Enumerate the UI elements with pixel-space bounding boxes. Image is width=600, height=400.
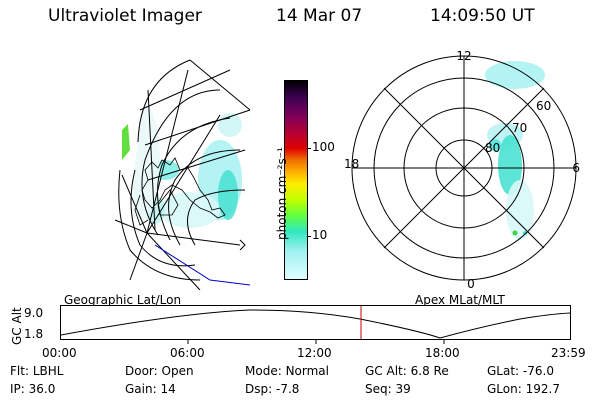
mlt-label-18: 18	[344, 157, 359, 171]
mlt-label-6: 6	[572, 161, 580, 175]
mlat-label-60: 60	[536, 99, 551, 113]
time-tick-2359: 23:59	[551, 346, 586, 360]
green-aurora-band	[122, 124, 130, 160]
info-door: Door: Open	[125, 364, 194, 378]
time-label: 14:09:50 UT	[430, 6, 535, 26]
colorbar-unit-label: photon cm⁻²s⁻¹	[275, 147, 289, 240]
altitude-timeline-plot	[60, 305, 571, 344]
apex-label: Apex MLat/MLT	[415, 293, 505, 307]
colorbar-tick-100: 100	[312, 140, 335, 154]
aurora-emission-polar	[485, 61, 545, 240]
info-glat: GLat: -76.0	[487, 364, 554, 378]
info-mode: Mode: Normal	[245, 364, 329, 378]
info-dsp: Dsp: -7.8	[245, 382, 300, 396]
mlt-label-12: 12	[456, 50, 471, 63]
time-tick-0600: 06:00	[170, 346, 205, 360]
polar-grid	[351, 55, 577, 281]
time-tick-0000: 00:00	[42, 346, 77, 360]
altitude-tick-max: 9.0	[24, 306, 44, 320]
mlt-label-0: 0	[467, 277, 475, 290]
instrument-title: Ultraviolet Imager	[48, 6, 202, 26]
mlat-label-70: 70	[512, 121, 527, 135]
info-glon: GLon: 192.7	[487, 382, 560, 396]
polar-plot: 12 6 0 18 60 70 80	[344, 50, 580, 290]
date-label: 14 Mar 07	[276, 6, 363, 26]
time-tick-1200: 12:00	[297, 346, 332, 360]
mlat-label-80: 80	[485, 141, 500, 155]
terminator-line	[154, 244, 251, 286]
info-ip: IP: 36.0	[10, 382, 56, 396]
altitude-tick-min: 1.8	[24, 327, 44, 341]
time-tick-1800: 18:00	[425, 346, 460, 360]
info-seq: Seq: 39	[365, 382, 411, 396]
colorbar-tick-10: 10	[312, 228, 328, 242]
info-gc-alt: GC Alt: 6.8 Re	[365, 364, 449, 378]
intensity-colorbar	[284, 80, 308, 280]
info-gain: Gain: 14	[125, 382, 176, 396]
geographic-label: Geographic Lat/Lon	[64, 293, 182, 307]
altitude-curve	[60, 309, 571, 339]
info-flt: Flt: LBHL	[10, 364, 64, 378]
altitude-axis-label: GC Alt	[10, 307, 24, 345]
coastline	[134, 157, 226, 226]
geographic-map	[114, 59, 251, 290]
